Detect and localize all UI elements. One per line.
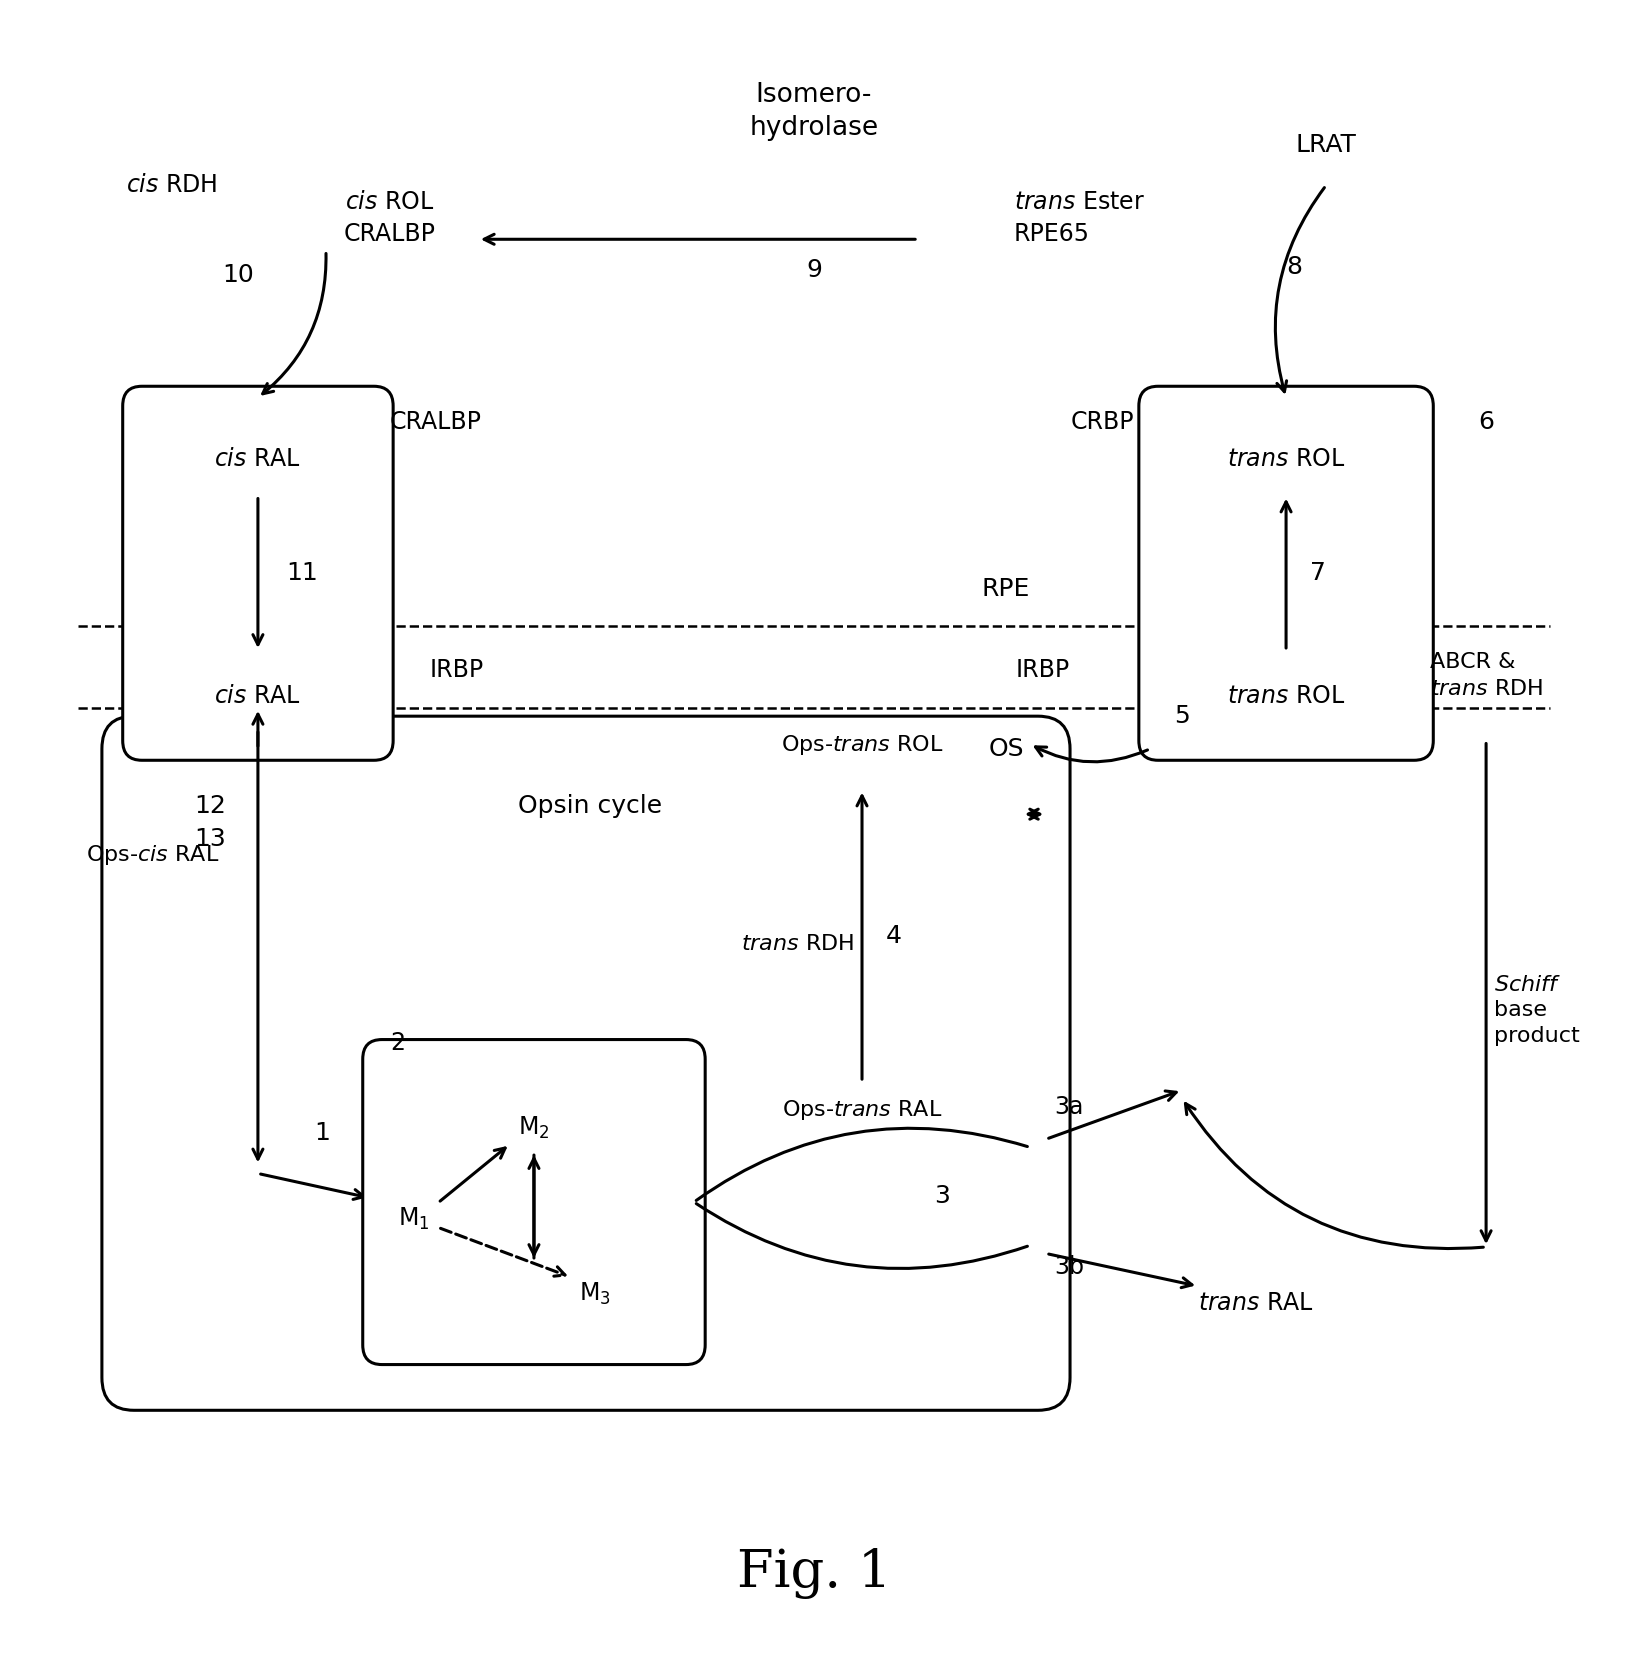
Text: OS: OS [988, 737, 1024, 761]
Text: $\it{trans}$ Ester
RPE65: $\it{trans}$ Ester RPE65 [1014, 191, 1144, 246]
Text: $\it{trans}$ ROL: $\it{trans}$ ROL [1228, 684, 1345, 708]
Text: $\it{trans}$ ROL: $\it{trans}$ ROL [1228, 447, 1345, 470]
Text: $\it{trans}$ RAL: $\it{trans}$ RAL [1198, 1291, 1314, 1314]
Text: IRBP: IRBP [430, 658, 484, 683]
Text: $\it{trans}$ RDH: $\it{trans}$ RDH [741, 933, 855, 953]
Text: ABCR &
$\it{trans}$ RDH: ABCR & $\it{trans}$ RDH [1429, 653, 1543, 699]
Text: 3a: 3a [1053, 1095, 1083, 1118]
Text: 11: 11 [287, 561, 319, 585]
Text: 6: 6 [1478, 410, 1495, 434]
Text: M$_3$: M$_3$ [580, 1281, 610, 1307]
Text: $\it{cis}$ ROL
CRALBP: $\it{cis}$ ROL CRALBP [344, 191, 436, 246]
Text: 5: 5 [1174, 704, 1190, 728]
Text: CRBP: CRBP [1071, 410, 1135, 434]
Text: M$_1$: M$_1$ [397, 1206, 430, 1232]
Text: $\it{cis}$ RAL: $\it{cis}$ RAL [215, 447, 301, 470]
Text: 10: 10 [221, 262, 254, 287]
Text: Isomero-
hydrolase: Isomero- hydrolase [749, 83, 879, 141]
Text: LRAT: LRAT [1296, 133, 1356, 156]
FancyBboxPatch shape [1140, 387, 1433, 761]
Text: CRALBP: CRALBP [391, 410, 482, 434]
Text: $\it{cis}$ RDH: $\it{cis}$ RDH [125, 173, 218, 198]
Text: Opsin cycle: Opsin cycle [518, 794, 663, 817]
Text: Ops-$\it{trans}$ RAL: Ops-$\it{trans}$ RAL [781, 1098, 943, 1123]
Text: 3b: 3b [1053, 1254, 1084, 1279]
Text: 2: 2 [391, 1031, 405, 1055]
Text: RPE: RPE [982, 576, 1031, 601]
Text: IRBP: IRBP [1016, 658, 1070, 683]
Text: 1: 1 [314, 1121, 330, 1144]
FancyBboxPatch shape [363, 1040, 705, 1365]
Text: 8: 8 [1286, 256, 1302, 279]
Text: Ops-$\it{cis}$ RAL: Ops-$\it{cis}$ RAL [86, 844, 220, 867]
Text: 4: 4 [886, 924, 902, 948]
Text: $\it{cis}$ RAL: $\it{cis}$ RAL [215, 684, 301, 708]
Text: 3: 3 [934, 1184, 951, 1208]
Text: 9: 9 [806, 259, 822, 282]
Text: Ops-$\it{trans}$ ROL: Ops-$\it{trans}$ ROL [781, 733, 943, 757]
Text: 7: 7 [1311, 561, 1325, 585]
Text: $\it{Schiff}$
base
product: $\it{Schiff}$ base product [1495, 975, 1579, 1046]
Text: 13: 13 [194, 827, 226, 850]
FancyBboxPatch shape [122, 387, 392, 761]
Text: Rh: Rh [378, 1189, 409, 1213]
Text: M$_2$: M$_2$ [518, 1115, 550, 1141]
Text: Fig. 1: Fig. 1 [737, 1548, 891, 1600]
Text: 12: 12 [194, 794, 226, 817]
